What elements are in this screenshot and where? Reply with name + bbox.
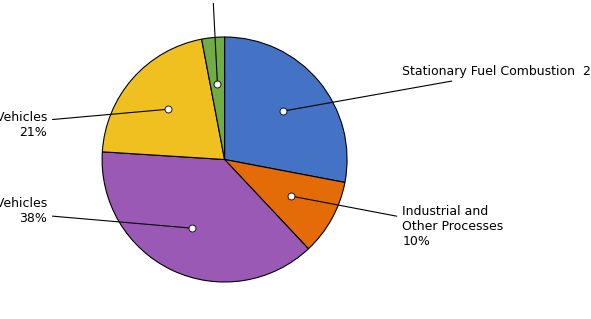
Wedge shape (102, 152, 309, 282)
Wedge shape (102, 39, 225, 160)
Text: Miscellaneous
3%: Miscellaneous 3% (168, 0, 256, 81)
Text: Non-Road Vehicles
21%: Non-Road Vehicles 21% (0, 109, 165, 139)
Wedge shape (202, 37, 225, 160)
Text: Industrial and
Other Processes
10%: Industrial and Other Processes 10% (294, 197, 504, 249)
Wedge shape (225, 160, 345, 249)
Text: Stationary Fuel Combustion  28%: Stationary Fuel Combustion 28% (286, 65, 591, 111)
Text: On-Road Vehicles
38%: On-Road Vehicles 38% (0, 197, 190, 228)
Wedge shape (225, 37, 347, 182)
